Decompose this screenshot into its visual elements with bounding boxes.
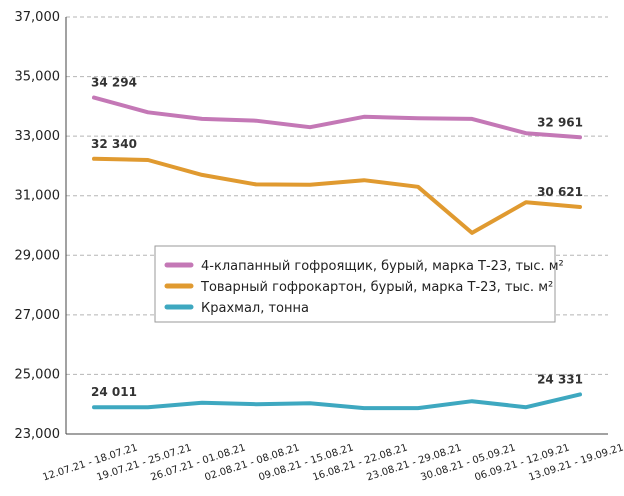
y-tick-label: 27,000: [15, 308, 61, 323]
data-label: 32 340: [91, 137, 137, 151]
data-labels: 34 294 32 961 32 340 30 621 24 011 24 331: [91, 76, 583, 400]
y-tick-label: 33,000: [15, 129, 61, 144]
data-label: 30 621: [537, 185, 583, 199]
data-label: 24 331: [537, 372, 583, 386]
y-tick-label: 25,000: [15, 367, 61, 382]
data-label: 24 011: [91, 385, 137, 399]
legend-label: Крахмал, тонна: [201, 301, 309, 316]
series-line: [92, 95, 582, 140]
x-tick-label: 13.09.21 - 19.09.21: [527, 442, 624, 483]
y-tick-label: 35,000: [15, 70, 61, 85]
legend-box: [154, 245, 556, 323]
y-tick-label: 29,000: [15, 248, 61, 263]
y-tick-label: 31,000: [15, 189, 61, 204]
legend-label: Товарный гофрокартон, бурый, марка Т-23,…: [200, 280, 553, 295]
legend: 4-клапанный гофроящик, бурый, марка Т-23…: [154, 245, 564, 323]
y-tick-label: 37,000: [15, 10, 61, 25]
series-line: [92, 156, 582, 235]
series-lines: [92, 95, 582, 411]
data-label: 32 961: [537, 115, 583, 129]
data-label: 34 294: [91, 76, 137, 90]
series-line: [92, 392, 582, 411]
y-tick-label: 23,000: [15, 427, 61, 442]
axes: 23,000 25,000 27,000 29,000 31,000 33,000 35,0…: [15, 10, 624, 483]
legend-label: 4-клапанный гофроящик, бурый, марка Т-23…: [201, 259, 564, 274]
